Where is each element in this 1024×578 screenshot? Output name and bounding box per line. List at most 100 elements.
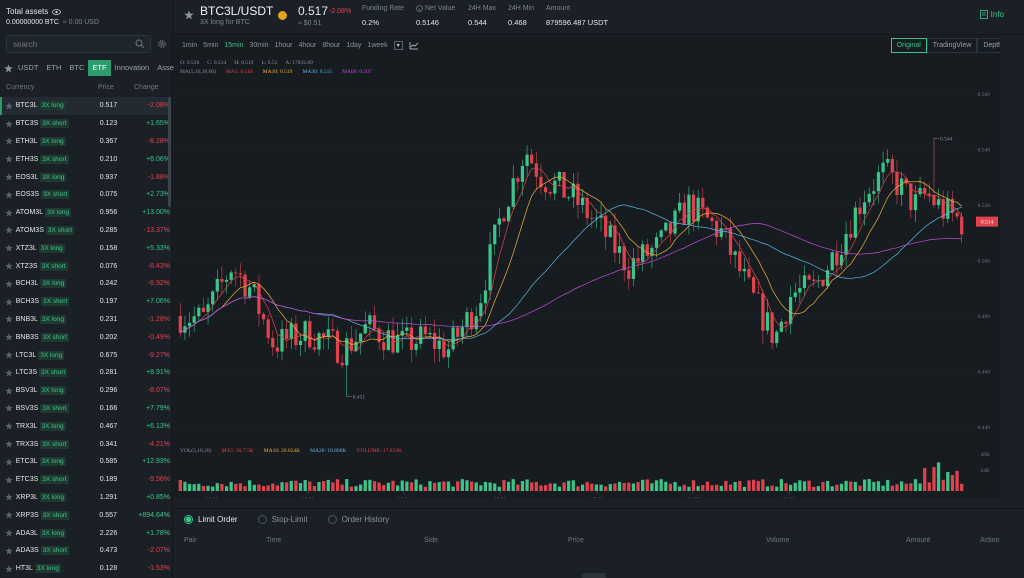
market-row[interactable]: XTZ3L 3X long 0.158 +5.33%	[0, 239, 170, 257]
market-row[interactable]: BCH3L 3X long 0.242 -6.92%	[0, 275, 170, 293]
star-icon[interactable]	[5, 315, 16, 323]
market-row[interactable]: ETC3L 3X long 0.585 +12.93%	[0, 453, 170, 471]
interval-option[interactable]: 8hour	[322, 42, 341, 49]
market-row[interactable]: BNB3L 3X long 0.231 -1.28%	[0, 311, 170, 329]
star-icon[interactable]	[5, 547, 16, 555]
star-icon[interactable]	[5, 351, 16, 359]
interval-option[interactable]: 4hour	[298, 42, 317, 49]
chart-view-tradingview[interactable]: TradingView	[926, 38, 978, 53]
radio-icon[interactable]	[257, 515, 267, 524]
col-price[interactable]: Price	[98, 84, 114, 91]
interval-option[interactable]: 1min	[182, 42, 198, 49]
star-icon[interactable]	[5, 173, 16, 181]
market-row[interactable]: BCH3S 3X short 0.197 +7.06%	[0, 293, 170, 311]
info-button[interactable]: Info	[979, 10, 1004, 19]
market-row[interactable]: LTC3L 3X long 0.675 -9.27%	[0, 346, 170, 364]
star-icon[interactable]	[5, 476, 16, 484]
market-row[interactable]: TRX3S 3X short 0.341 -4.21%	[0, 435, 170, 453]
tab-usdt[interactable]: USDT	[18, 63, 39, 72]
star-icon[interactable]	[5, 137, 16, 145]
candle-body	[322, 333, 326, 337]
market-row[interactable]: XRP3S 3X short 0.557 +894.64%	[0, 506, 170, 524]
star-icon[interactable]	[5, 458, 16, 466]
tab-btc[interactable]: BTC	[69, 63, 85, 72]
search-input[interactable]	[7, 36, 127, 52]
star-icon[interactable]	[5, 440, 16, 448]
chart-scrollbar[interactable]	[1000, 36, 1012, 498]
star-icon[interactable]	[5, 191, 16, 199]
order-tab[interactable]: Order History	[327, 515, 389, 524]
eye-icon[interactable]	[52, 8, 62, 15]
star-icon[interactable]	[5, 333, 16, 341]
market-row[interactable]: ATOM3S 3X short 0.285 -13.37%	[0, 222, 170, 240]
market-row[interactable]: TRX3L 3X long 0.467 +6.13%	[0, 417, 170, 435]
star-icon[interactable]	[5, 244, 16, 252]
search-icon[interactable]	[135, 39, 145, 49]
market-row[interactable]: ETH3L 3X long 0.367 -8.28%	[0, 133, 170, 151]
star-icon[interactable]	[5, 262, 16, 270]
favorite-star-icon[interactable]	[184, 10, 194, 20]
star-icon[interactable]	[5, 298, 16, 306]
market-symbol: BTC3L 3X long	[16, 101, 100, 111]
radio-icon[interactable]	[327, 515, 337, 524]
info-circle-icon[interactable]	[416, 5, 423, 12]
tab-eth[interactable]: ETH	[46, 63, 62, 72]
interval-option[interactable]: 1hour	[274, 42, 293, 49]
star-icon[interactable]	[5, 529, 16, 537]
star-icon[interactable]	[5, 155, 16, 163]
market-row[interactable]: EOS3L 3X long 0.937 -1.88%	[0, 168, 170, 186]
interval-option[interactable]: 5min	[203, 42, 219, 49]
market-change: +7.06%	[146, 298, 170, 306]
interval-option[interactable]: 15min	[224, 42, 244, 49]
star-icon[interactable]	[5, 120, 16, 128]
market-row[interactable]: BSV3L 3X long 0.296 -8.07%	[0, 382, 170, 400]
market-list-scrollbar[interactable]	[168, 97, 171, 207]
star-icon[interactable]	[5, 422, 16, 430]
col-currency[interactable]: Currency	[6, 84, 35, 91]
star-icon[interactable]	[5, 511, 16, 519]
radio-icon[interactable]	[184, 515, 193, 524]
tab-innovation[interactable]: Innovation	[114, 63, 150, 72]
star-icon[interactable]	[5, 280, 16, 288]
market-row[interactable]: EOS3S 3X short 0.075 +2.73%	[0, 186, 170, 204]
indicator-icon[interactable]	[409, 41, 419, 50]
panel-resize-handle[interactable]	[582, 573, 606, 578]
star-icon[interactable]	[5, 209, 16, 217]
kline-chart[interactable]: 0.560 0.540 0.520 0.500 0.480 0.460 0.440 48K 24…	[174, 36, 1000, 498]
order-tab[interactable]: Stop-Limit	[257, 515, 308, 524]
candle-body	[696, 197, 700, 222]
star-icon[interactable]	[5, 387, 16, 395]
market-row[interactable]: XRP3L 3X long 1.291 +0.85%	[0, 489, 170, 507]
tab-etf[interactable]: ETF	[88, 60, 111, 76]
market-row[interactable]: BTC3L 3X long 0.517 -2.08%	[0, 97, 170, 115]
market-row[interactable]: HT3L 3X long 0.128 -1.53%	[0, 560, 170, 578]
market-price: 0.341	[99, 440, 118, 448]
star-icon[interactable]	[5, 493, 16, 501]
interval-option[interactable]: 30min	[249, 42, 269, 49]
favorites-star-icon[interactable]	[2, 63, 14, 73]
star-icon[interactable]	[5, 369, 16, 377]
market-row[interactable]: LTC3S 3X short 0.281 +8.91%	[0, 364, 170, 382]
star-icon[interactable]	[5, 404, 16, 412]
market-row[interactable]: ETH3S 3X short 0.210 +6.06%	[0, 150, 170, 168]
order-tab[interactable]: Limit Order	[184, 515, 238, 524]
gear-icon[interactable]	[157, 39, 167, 49]
warning-info-icon[interactable]	[278, 11, 287, 20]
market-row[interactable]: ADA3L 3X long 2.226 +1.78%	[0, 524, 170, 542]
market-row[interactable]: ADA3S 3X short 0.473 -2.07%	[0, 542, 170, 560]
star-icon[interactable]	[5, 226, 16, 234]
market-row[interactable]: BSV3S 3X short 0.166 +7.79%	[0, 400, 170, 418]
interval-option[interactable]: 1week	[367, 42, 388, 49]
star-icon[interactable]	[5, 102, 16, 110]
star-icon[interactable]	[5, 565, 16, 573]
col-change[interactable]: Change	[134, 84, 159, 91]
market-row[interactable]: XTZ3S 3X short 0.076 -8.43%	[0, 257, 170, 275]
chevron-down-icon[interactable]: ▾	[393, 41, 403, 50]
market-row[interactable]: BTC3S 3X short 0.123 +1.65%	[0, 115, 170, 133]
volume-bar	[428, 481, 432, 491]
chart-view-original[interactable]: Original	[890, 38, 927, 53]
market-row[interactable]: ETC3S 3X short 0.189 -9.56%	[0, 471, 170, 489]
market-row[interactable]: ATOM3L 3X long 0.956 +13.00%	[0, 204, 170, 222]
market-row[interactable]: BNB3S 3X short 0.202 -0.49%	[0, 328, 170, 346]
interval-option[interactable]: 1day	[346, 42, 362, 49]
